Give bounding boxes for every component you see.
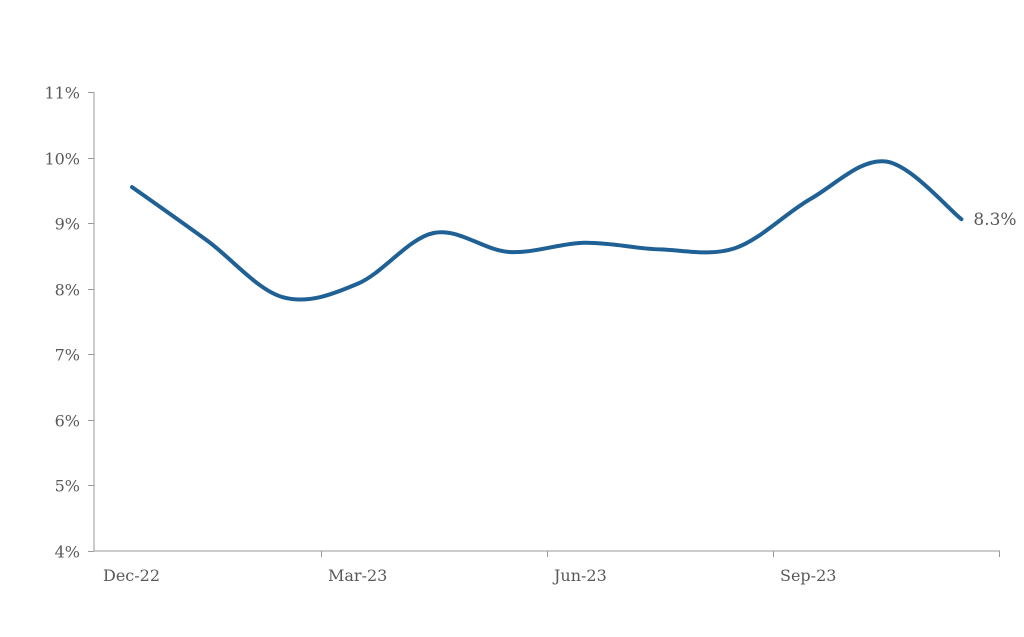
series-line [130,159,964,302]
y-tick-label: 10% [44,150,80,169]
x-tick-label: Dec-22 [103,566,160,585]
y-tick-label: 8% [55,281,80,300]
y-tick-label: 4% [55,543,80,562]
x-tick-label: Sep-23 [780,566,836,585]
y-tick-label: 6% [55,412,80,431]
x-tick-label: Jun-23 [552,566,607,585]
x-axis-ticks: Dec-22 Mar-23 Jun-23 Sep-23 [103,551,1000,585]
end-value-label: 8.3% [973,210,1016,230]
y-tick-label: 5% [55,477,80,496]
y-axis-ticks: 4% 5% 6% 7% 8% 9% 10% 11% [44,84,94,562]
y-tick-label: 11% [44,84,80,103]
y-tick-label: 9% [55,215,80,234]
axes [93,92,1000,552]
x-tick-label: Mar-23 [328,566,387,585]
y-tick-label: 7% [55,346,80,365]
